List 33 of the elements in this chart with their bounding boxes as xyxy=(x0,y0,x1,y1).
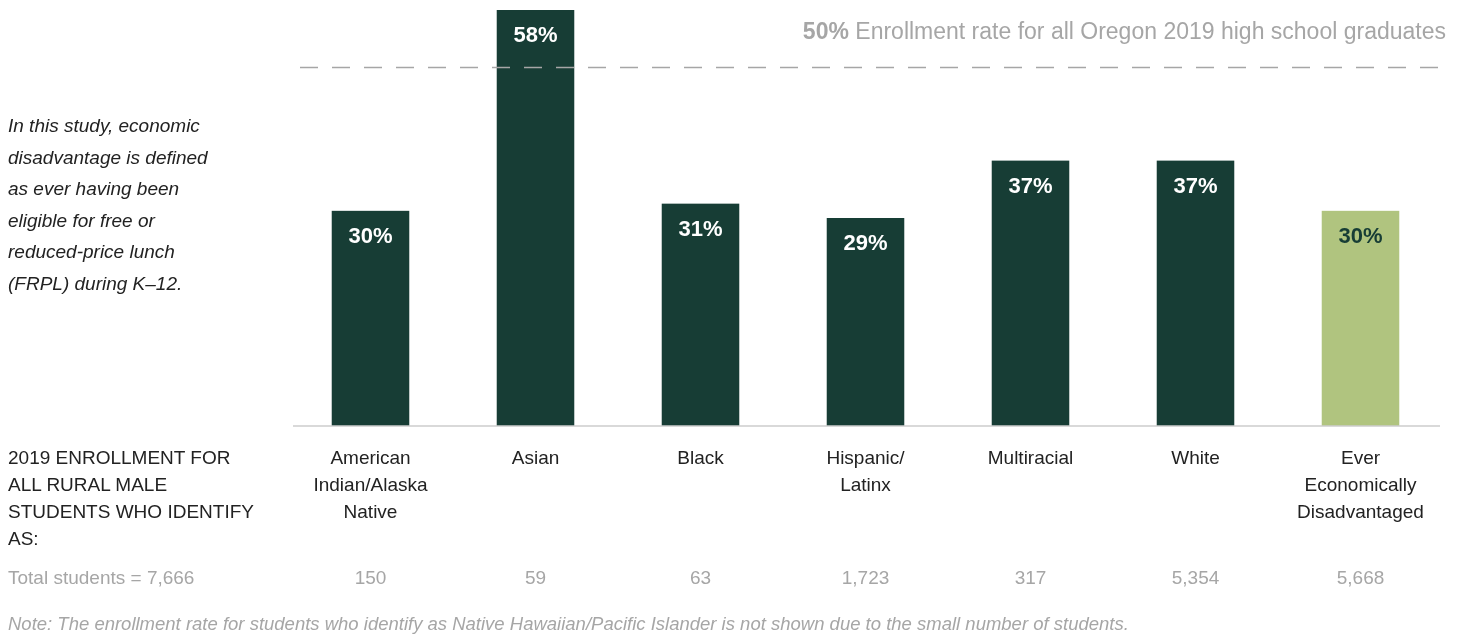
ref-line-label: 50% Enrollment rate for all Oregon 2019 high school graduates xyxy=(802,18,1446,45)
text: 317 xyxy=(1014,567,1047,588)
x-tick-label: American Indian/Alaska Native xyxy=(313,447,428,522)
bar xyxy=(826,218,905,426)
bar xyxy=(1321,210,1400,426)
data-label: 37% xyxy=(1008,172,1053,198)
text: 59 xyxy=(524,567,547,588)
x-tick-label: Ever Economically Disadvantaged xyxy=(1297,447,1424,522)
bar xyxy=(991,160,1070,426)
text: In this study, economic disadvantage is defined as ever having been eligible for free or reduced-price lunch (FRPL) during K–12. xyxy=(8,115,210,294)
text: 63 xyxy=(689,567,712,588)
x-tick-label: Multiracial xyxy=(987,447,1074,468)
text: Note: The enrollment rate for students who identify as Native Hawaiian/Pacific Islander is not shown due to the small number of students. xyxy=(8,613,1129,634)
data-label: 30% xyxy=(1338,222,1383,248)
bar xyxy=(1156,160,1235,426)
text: 1,723 xyxy=(841,567,890,588)
data-label: 29% xyxy=(843,230,888,255)
x-tick-label: Asian xyxy=(511,447,560,468)
text: 5,354 xyxy=(1171,567,1220,588)
bar xyxy=(661,203,740,426)
text: 2019 ENROLLMENT FOR ALL RURAL MALE STUDENTS WHO IDENTIFY AS: xyxy=(8,447,255,549)
x-tick-label: Hispanic/Latinx xyxy=(826,447,906,495)
data-label: 37% xyxy=(1173,172,1218,198)
x-tick-label: Black xyxy=(677,447,725,468)
bar xyxy=(331,210,410,426)
text: Total students = 7,666 xyxy=(8,567,195,588)
data-label: 30% xyxy=(348,222,393,248)
bar xyxy=(496,10,575,426)
data-label: 58% xyxy=(513,22,558,47)
data-label: 31% xyxy=(678,215,723,241)
text: 150 xyxy=(354,567,387,588)
text: 5,668 xyxy=(1336,567,1385,588)
x-tick-label: White xyxy=(1171,447,1220,468)
